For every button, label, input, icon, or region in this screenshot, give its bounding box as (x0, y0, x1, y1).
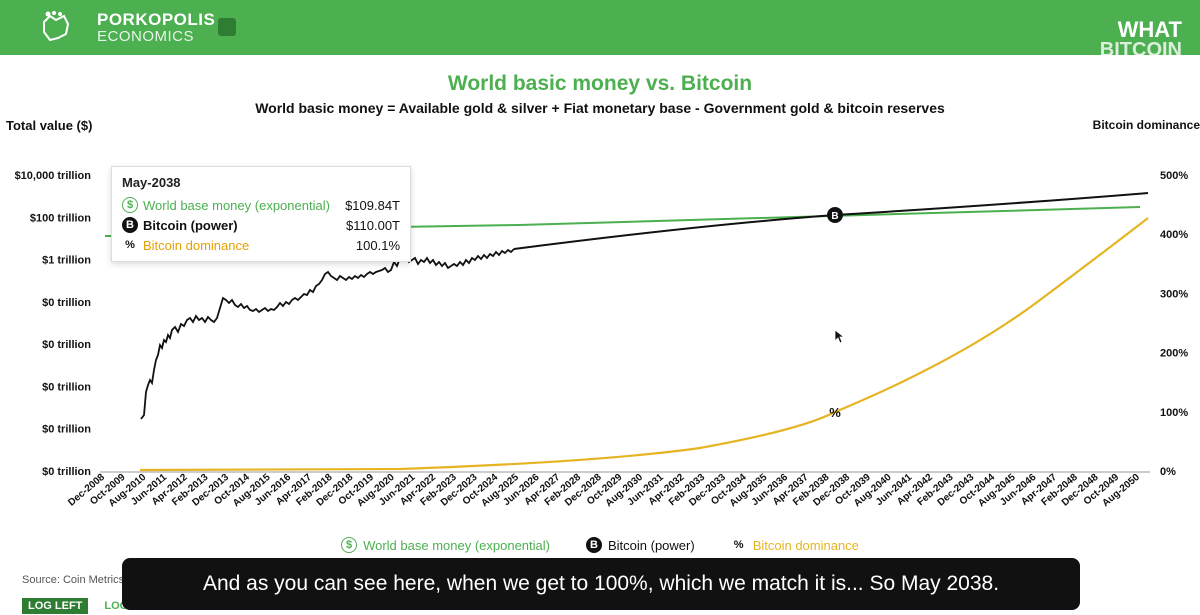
tooltip-series-value: 100.1% (355, 237, 400, 253)
tooltip-row: B Bitcoin (power) $110.00T (122, 215, 400, 235)
y-right-tick: 400% (1160, 229, 1188, 241)
y-left-tick: $1 trillion (42, 255, 91, 267)
chart-subtitle: World basic money = Available gold & sil… (255, 100, 945, 116)
y-axis-right-label: Bitcoin dominance (1092, 118, 1200, 132)
watermark-line2: BITCOIN (1099, 39, 1182, 61)
y-right-tick: 500% (1160, 170, 1188, 182)
legend-label: Bitcoin dominance (752, 537, 859, 553)
legend-label: Bitcoin (power) (607, 537, 695, 553)
legend: $ World base money (exponential) B Bitcoin … (0, 537, 1200, 553)
chart-canvas[interactable]: $10,000 trillion $100 trillion $1 trillion… (0, 0, 1200, 540)
pig-logo-icon (43, 11, 70, 42)
tooltip-row: % Bitcoin dominance 100.1% (122, 235, 400, 255)
chart-icon[interactable] (218, 18, 236, 36)
dollar-icon: $ (122, 197, 138, 213)
tooltip-series-name: Bitcoin dominance (143, 237, 250, 253)
bitcoin-icon: B (122, 217, 138, 233)
y-left-tick: $0 trillion (42, 466, 91, 478)
bitcoin-icon: B (585, 537, 602, 553)
y-left-tick: $100 trillion (30, 212, 91, 224)
source-note: Source: Coin Metrics (22, 574, 125, 586)
legend-item[interactable]: B Bitcoin (power) (585, 537, 695, 553)
video-caption: And as you can see here, when we get to … (122, 558, 1080, 610)
y-right-tick: 200% (1160, 348, 1188, 360)
watermark-line1: WHAT (1117, 17, 1182, 42)
y-right-tick: 0% (1160, 466, 1176, 478)
watermark-line3: DID (1147, 59, 1182, 81)
y-left-tick: $0 trillion (42, 297, 91, 309)
watermark: WHAT BITCOIN DID (1099, 17, 1182, 81)
tooltip-series-value: $110.00T (346, 217, 400, 233)
tooltip-series-value: $109.84T (345, 197, 400, 213)
y-left-tick: $10,000 trillion (15, 170, 92, 182)
toolbar-button-log-left[interactable]: LOG LEFT (22, 598, 89, 614)
percent-icon: % (125, 239, 135, 251)
y-right-tick: 100% (1160, 407, 1188, 419)
percent-icon: % (733, 539, 744, 551)
series-line-bitcoin-history (140, 248, 515, 420)
legend-item[interactable]: % Bitcoin dominance (731, 537, 859, 553)
tooltip-series-name: World base money (exponential) (143, 197, 330, 213)
legend-label: World base money (exponential) (363, 537, 550, 553)
tooltip-series-name: Bitcoin (power) (143, 217, 238, 233)
brand-subname: ECONOMICS (97, 28, 195, 45)
brand-name: PORKOPOLIS (97, 10, 216, 29)
tooltip: May-2038 $ World base money (exponential)… (111, 166, 411, 262)
mouse-cursor-icon (835, 330, 845, 344)
chart-title: World basic money vs. Bitcoin (447, 72, 753, 95)
series-line-bitcoin-dominance (139, 217, 1149, 472)
dollar-icon: $ (341, 537, 358, 553)
dominance-marker-icon: % (829, 405, 841, 420)
y-left-tick: $0 trillion (42, 424, 91, 436)
y-right-tick: 300% (1160, 288, 1188, 300)
tooltip-date: May-2038 (122, 175, 181, 190)
bitcoin-crossover-marker-icon (827, 207, 843, 223)
tooltip-row: $ World base money (exponential) $109.84T (122, 195, 400, 215)
legend-item[interactable]: $ World base money (exponential) (341, 537, 550, 553)
header-bar: PORKOPOLIS ECONOMICS WHAT BITCOIN DID (0, 0, 1200, 80)
y-axis-left-label: Total value ($) (6, 118, 93, 133)
y-left-tick: $0 trillion (42, 339, 91, 351)
y-left-tick: $0 trillion (42, 381, 91, 393)
bitcoin-marker-glyph: B (831, 211, 838, 222)
